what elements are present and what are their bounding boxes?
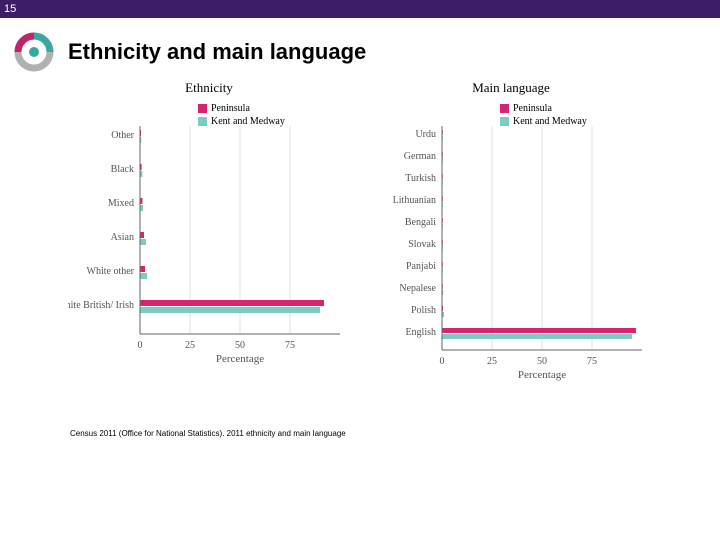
svg-text:Urdu: Urdu <box>415 129 436 140</box>
svg-text:50: 50 <box>235 340 245 351</box>
svg-text:75: 75 <box>285 340 295 351</box>
charts-container: EthnicityPeninsulaKent and Medway0255075… <box>0 80 720 405</box>
legend-label: Peninsula <box>211 102 250 115</box>
chart-ethnicity: Ethnicity PeninsulaKent and Medway 0 25 50 75… <box>68 80 350 405</box>
svg-text:0: 0 <box>440 356 445 367</box>
chart-svg: 0 25 50 75 Other Black Mixed Asian White other Wh… <box>68 102 350 384</box>
slide-number-bar: 15 <box>0 0 720 18</box>
svg-text:Lithuanian: Lithuanian <box>393 195 436 206</box>
legend-label: Peninsula <box>513 102 552 115</box>
chart-title: Ethnicity <box>68 80 350 96</box>
bar-kent <box>140 307 320 313</box>
svg-text:Mixed: Mixed <box>108 198 134 209</box>
legend: PeninsulaKent and Medway <box>500 102 587 128</box>
bar-kent <box>140 239 146 245</box>
bar-peninsula <box>442 328 636 333</box>
svg-text:Percentage: Percentage <box>216 353 264 365</box>
svg-text:White British/ Irish: White British/ Irish <box>68 300 134 311</box>
svg-text:Other: Other <box>111 130 134 141</box>
svg-text:Black: Black <box>111 164 134 175</box>
bar-kent <box>442 334 632 339</box>
legend-label: Kent and Medway <box>513 115 587 128</box>
logo-icon <box>14 32 54 72</box>
legend-label: Kent and Medway <box>211 115 285 128</box>
bar-kent <box>140 273 147 279</box>
slide-number: 15 <box>4 3 16 15</box>
header: Ethnicity and main language <box>14 32 720 72</box>
page-title: Ethnicity and main language <box>68 39 366 65</box>
bar-peninsula <box>140 266 145 272</box>
svg-text:German: German <box>404 151 436 162</box>
svg-text:25: 25 <box>487 356 497 367</box>
svg-text:Nepalese: Nepalese <box>399 283 436 294</box>
svg-text:Polish: Polish <box>411 305 436 316</box>
svg-text:Bengali: Bengali <box>405 217 436 228</box>
svg-text:50: 50 <box>537 356 547 367</box>
bar-peninsula <box>140 300 324 306</box>
svg-text:Panjabi: Panjabi <box>406 261 436 272</box>
footnote: Census 2011 (Office for National Statist… <box>70 429 720 438</box>
chart-svg: 0 25 50 75 Urdu German Turkish Lithuanian Bengal… <box>370 102 652 400</box>
bar-peninsula <box>140 232 144 238</box>
chart-title: Main language <box>370 80 652 96</box>
svg-text:Turkish: Turkish <box>405 173 436 184</box>
svg-text:0: 0 <box>138 340 143 351</box>
legend: PeninsulaKent and Medway <box>198 102 285 128</box>
svg-text:White other: White other <box>87 266 135 277</box>
svg-text:25: 25 <box>185 340 195 351</box>
svg-text:75: 75 <box>587 356 597 367</box>
svg-text:English: English <box>405 327 436 338</box>
chart-main-language: Main language PeninsulaKent and Medway 0 25… <box>370 80 652 405</box>
svg-text:Slovak: Slovak <box>408 239 436 250</box>
svg-text:Percentage: Percentage <box>518 369 566 381</box>
svg-text:Asian: Asian <box>111 232 134 243</box>
